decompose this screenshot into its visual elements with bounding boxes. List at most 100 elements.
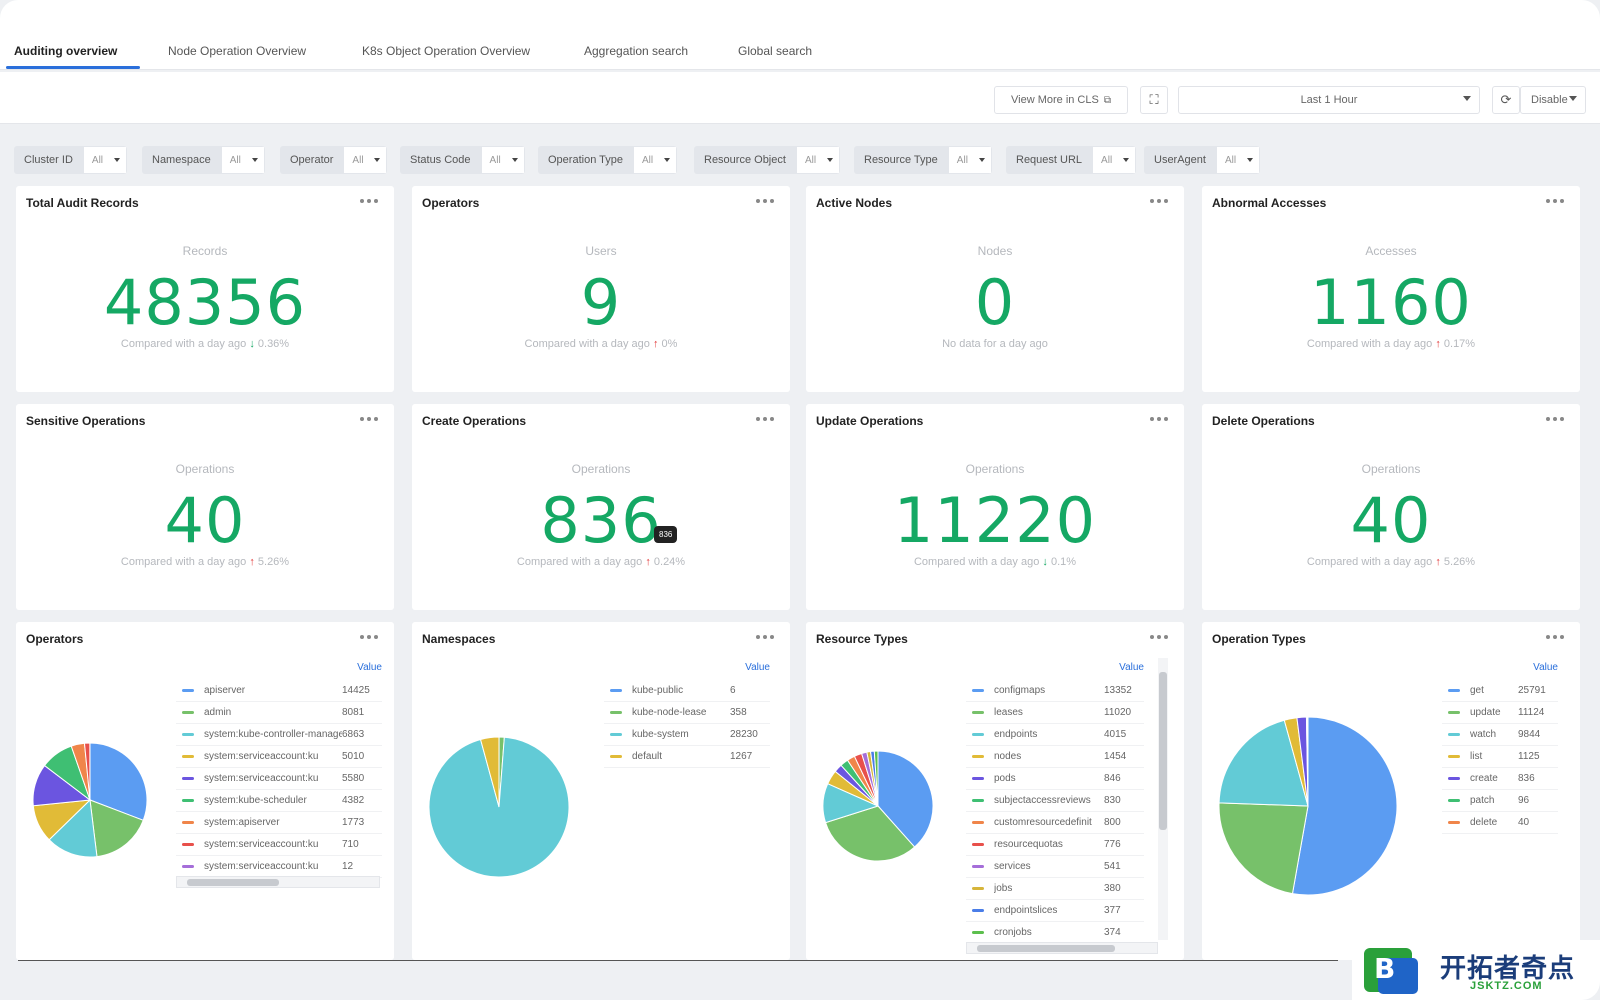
legend-row[interactable]: services 541 bbox=[966, 856, 1144, 878]
filter-namespace[interactable]: Namespace All bbox=[142, 146, 265, 174]
pie-slice[interactable] bbox=[428, 736, 570, 878]
pie-slice[interactable] bbox=[89, 799, 144, 858]
legend-row[interactable]: delete 40 bbox=[1442, 812, 1558, 834]
filter-resource-type[interactable]: Resource Type All bbox=[854, 146, 992, 174]
chevron-down-icon bbox=[251, 158, 258, 162]
pie-slice[interactable] bbox=[89, 742, 148, 821]
legend-row[interactable]: system:serviceaccount:ku 5580 bbox=[176, 768, 382, 790]
legend-row[interactable]: kube-system 28230 bbox=[604, 724, 770, 746]
tab-auditing-overview[interactable]: Auditing overview bbox=[14, 44, 118, 58]
tab-node-operation-overview[interactable]: Node Operation Overview bbox=[168, 44, 307, 58]
legend-row[interactable]: endpoints 4015 bbox=[966, 724, 1144, 746]
chevron-down-icon bbox=[1246, 158, 1253, 162]
legend-vertical-scrollbar[interactable] bbox=[1158, 658, 1168, 940]
legend-row[interactable]: system:kube-scheduler 4382 bbox=[176, 790, 382, 812]
more-options-icon[interactable] bbox=[360, 416, 378, 422]
view-more-button[interactable]: View More in CLS ⧉ bbox=[994, 86, 1128, 114]
more-options-icon[interactable] bbox=[756, 198, 774, 204]
more-options-icon[interactable] bbox=[1546, 634, 1564, 640]
pie-slice[interactable] bbox=[1291, 716, 1398, 896]
legend-row[interactable]: cronjobs 374 bbox=[966, 922, 1144, 944]
legend-row[interactable]: customresourcedefinit 800 bbox=[966, 812, 1144, 834]
legend-row[interactable]: list 1125 bbox=[1442, 746, 1558, 768]
filter-value[interactable]: All bbox=[1092, 146, 1137, 174]
more-options-icon[interactable] bbox=[756, 416, 774, 422]
more-options-icon[interactable] bbox=[1150, 634, 1168, 640]
legend-row[interactable]: system:serviceaccount:ku 710 bbox=[176, 834, 382, 856]
pie-slice[interactable] bbox=[873, 750, 879, 807]
legend-row[interactable]: subjectaccessreviews 830 bbox=[966, 790, 1144, 812]
legend-row[interactable]: create 836 bbox=[1442, 768, 1558, 790]
pie-slice[interactable] bbox=[1218, 802, 1309, 895]
refresh-button[interactable]: ⟳ bbox=[1492, 86, 1520, 114]
legend-row[interactable]: endpointslices 377 bbox=[966, 900, 1144, 922]
more-options-icon[interactable] bbox=[1150, 416, 1168, 422]
filter-value[interactable]: All bbox=[633, 146, 678, 174]
pie-slice[interactable] bbox=[479, 736, 500, 808]
pie-slice[interactable] bbox=[824, 805, 916, 862]
legend-row[interactable]: admin 8081 bbox=[176, 702, 382, 724]
legend-horizontal-scrollbar[interactable] bbox=[966, 942, 1158, 954]
filter-value[interactable]: All bbox=[480, 146, 525, 174]
legend-row[interactable]: system:serviceaccount:ku 12 bbox=[176, 856, 382, 878]
tab-k8s-object-operation-overview[interactable]: K8s Object Operation Overview bbox=[362, 44, 531, 58]
pie-slice[interactable] bbox=[877, 750, 934, 848]
more-options-icon[interactable] bbox=[360, 634, 378, 640]
legend-row[interactable]: jobs 380 bbox=[966, 878, 1144, 900]
scrollbar-thumb[interactable] bbox=[1159, 672, 1167, 830]
more-options-icon[interactable] bbox=[756, 634, 774, 640]
more-options-icon[interactable] bbox=[1546, 416, 1564, 422]
legend-row[interactable]: kube-public 6 bbox=[604, 680, 770, 702]
more-options-icon[interactable] bbox=[1150, 198, 1168, 204]
legend-row[interactable]: kube-node-lease 358 bbox=[604, 702, 770, 724]
tab-global-search[interactable]: Global search bbox=[738, 44, 813, 58]
auto-refresh-select[interactable]: Disable bbox=[1520, 86, 1586, 114]
operation-types-pie-chart[interactable] bbox=[1218, 716, 1398, 896]
filter-value[interactable]: All bbox=[82, 146, 127, 174]
filter-resource-object[interactable]: Resource Object All bbox=[694, 146, 840, 174]
filter-status-code[interactable]: Status Code All bbox=[400, 146, 525, 174]
toolbar: View More in CLS ⧉ ⛶ Last 1 Hour ⟳ Disab… bbox=[0, 72, 1600, 124]
fullscreen-button[interactable]: ⛶ bbox=[1140, 86, 1168, 114]
legend-row[interactable]: patch 96 bbox=[1442, 790, 1558, 812]
legend-row[interactable]: update 11124 bbox=[1442, 702, 1558, 724]
filter-value[interactable]: All bbox=[947, 146, 992, 174]
filter-operator[interactable]: Operator All bbox=[280, 146, 388, 174]
filter-request-url[interactable]: Request URL All bbox=[1006, 146, 1137, 174]
more-options-icon[interactable] bbox=[360, 198, 378, 204]
stat-value: 9 bbox=[580, 266, 622, 339]
namespaces-pie-chart[interactable] bbox=[428, 736, 570, 878]
legend-horizontal-scrollbar[interactable] bbox=[176, 876, 380, 888]
legend-row[interactable]: system:serviceaccount:ku 5010 bbox=[176, 746, 382, 768]
scrollbar-thumb[interactable] bbox=[977, 945, 1115, 952]
legend-row[interactable]: configmaps 13352 bbox=[966, 680, 1144, 702]
pie-slice[interactable] bbox=[1218, 719, 1309, 807]
legend-row[interactable]: watch 9844 bbox=[1442, 724, 1558, 746]
legend-row[interactable]: pods 846 bbox=[966, 768, 1144, 790]
legend-row[interactable]: default 1267 bbox=[604, 746, 770, 768]
filter-user-agent[interactable]: UserAgent All bbox=[1144, 146, 1260, 174]
filter-operation-type[interactable]: Operation Type All bbox=[538, 146, 678, 174]
legend-row[interactable]: nodes 1454 bbox=[966, 746, 1144, 768]
operators-pie-chart[interactable] bbox=[32, 742, 148, 858]
filter-value[interactable]: All bbox=[795, 146, 840, 174]
tab-aggregation-search[interactable]: Aggregation search bbox=[584, 44, 689, 58]
filter-value[interactable]: All bbox=[1215, 146, 1260, 174]
legend-row[interactable]: get 25791 bbox=[1442, 680, 1558, 702]
legend-row[interactable]: system:apiserver 1773 bbox=[176, 812, 382, 834]
legend-row[interactable]: system:kube-controller-manager 6863 bbox=[176, 724, 382, 746]
scrollbar-thumb[interactable] bbox=[187, 879, 279, 886]
legend-label: get bbox=[1470, 685, 1484, 696]
filter-value[interactable]: All bbox=[220, 146, 265, 174]
legend-row[interactable]: leases 11020 bbox=[966, 702, 1144, 724]
filter-value[interactable]: All bbox=[343, 146, 388, 174]
time-range-select[interactable]: Last 1 Hour bbox=[1178, 86, 1480, 114]
legend-row[interactable]: resourcequotas 776 bbox=[966, 834, 1144, 856]
legend-row[interactable]: apiserver 14425 bbox=[176, 680, 382, 702]
resource-types-pie-chart[interactable] bbox=[822, 750, 934, 862]
legend-swatch bbox=[1448, 689, 1460, 692]
more-options-icon[interactable] bbox=[1546, 198, 1564, 204]
arrow-up-icon: ↑ bbox=[1435, 338, 1441, 350]
pie-slice[interactable] bbox=[48, 798, 98, 858]
filter-cluster-id[interactable]: Cluster ID All bbox=[14, 146, 127, 174]
